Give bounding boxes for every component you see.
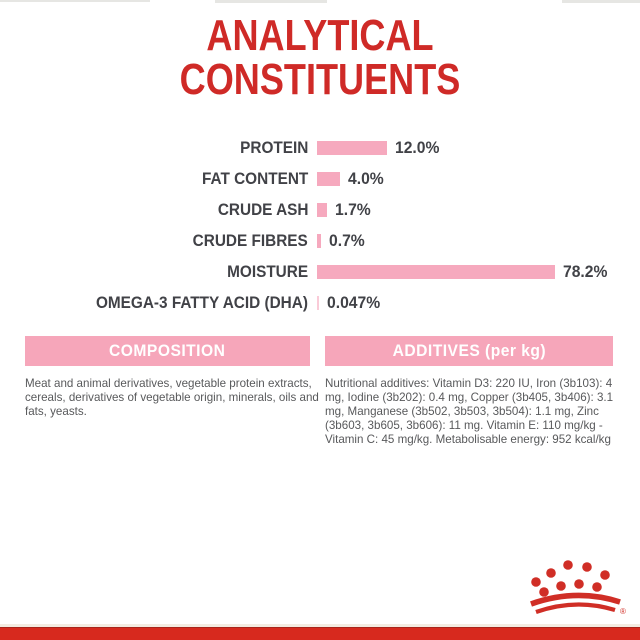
chart-category-label: FAT CONTENT [201,170,308,188]
page-title-line1: ANALYTICAL [206,11,434,60]
chart-row: CRUDE FIBRES 0.7% [0,232,640,250]
registered-mark: ® [620,607,626,616]
chart-bar [317,234,322,248]
chart-bar [317,296,319,310]
divider-line [0,624,640,627]
chart-row: OMEGA-3 FATTY ACID (DHA) 0.047% [0,294,640,312]
chart-row: PROTEIN 12.0% [0,139,640,157]
page-title: ANALYTICAL CONSTITUENTS [58,14,583,102]
chart-value-label: 0.047% [326,294,380,312]
top-edge-artifact [215,0,327,3]
composition-header-label: COMPOSITION [109,341,226,360]
chart-value-label: 4.0% [348,170,384,188]
additives-text: Nutritional additives: Vitamin D3: 220 I… [325,377,614,446]
chart-bar [317,265,555,279]
chart-value-label: 78.2% [563,263,608,281]
chart-value-label: 0.7% [329,232,365,250]
chart-bar [317,203,327,217]
chart-row: CRUDE ASH 1.7% [0,201,640,219]
chart-category-label: OMEGA-3 FATTY ACID (DHA) [96,294,308,312]
bottom-brand-bar [0,627,640,640]
additives-header: ADDITIVES (per kg) [325,336,613,366]
chart-row: FAT CONTENT 4.0% [0,170,640,188]
chart-bar [317,172,341,186]
chart-value-label: 12.0% [394,139,440,157]
top-edge-artifact [562,0,640,3]
chart-category-label: CRUDE ASH [217,201,308,219]
chart-value-label: 1.7% [334,201,371,219]
chart-row: MOISTURE 78.2% [0,263,640,281]
chart-category-label: CRUDE FIBRES [192,232,308,250]
chart-category-label: MOISTURE [227,263,308,281]
page-title-line2: CONSTITUENTS [179,55,461,104]
top-edge-artifact [0,0,150,2]
composition-text: Meat and animal derivatives, vegetable p… [25,377,319,418]
chart-bar [317,141,387,155]
composition-header: COMPOSITION [25,336,310,366]
additives-header-label: ADDITIVES (per kg) [392,341,546,360]
royal-canin-crown-logo: ® [530,560,626,616]
chart-category-label: PROTEIN [239,139,308,157]
